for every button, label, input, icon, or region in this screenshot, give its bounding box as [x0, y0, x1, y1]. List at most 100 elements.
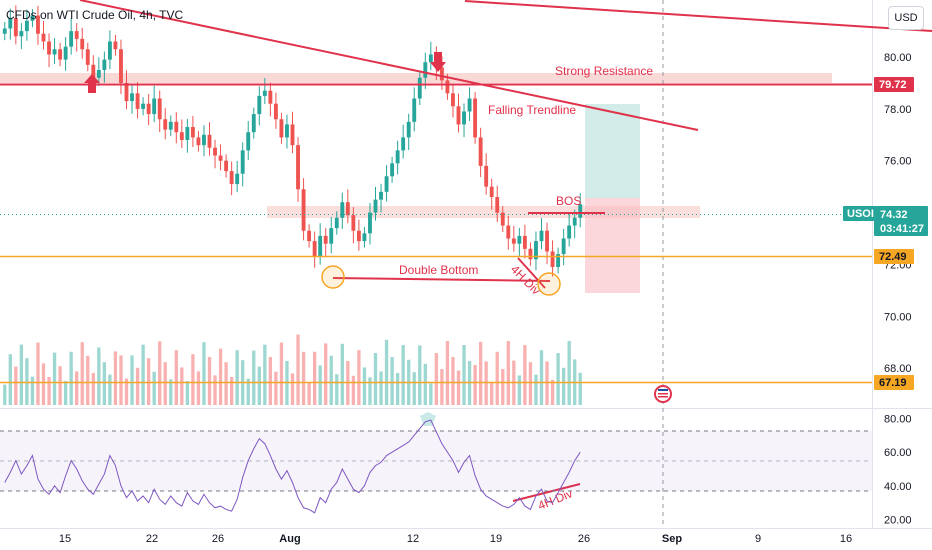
- candle-body: [152, 98, 157, 115]
- divergence-line-rsi[interactable]: [512, 483, 581, 502]
- volume-bar: [390, 357, 394, 405]
- candle-body: [484, 165, 489, 187]
- volume-bar: [91, 373, 95, 405]
- candle-body: [113, 41, 118, 50]
- target-zone: [585, 104, 640, 198]
- candle-body: [368, 212, 372, 234]
- candle-body: [96, 69, 101, 78]
- candle-body: [185, 127, 190, 140]
- candle-body: [462, 111, 466, 125]
- divergence-line-price[interactable]: [517, 257, 546, 289]
- candle-body: [124, 82, 129, 102]
- time-tick-label: 12: [407, 533, 419, 545]
- candle-body: [412, 98, 417, 122]
- double-bottom-line[interactable]: [332, 277, 551, 282]
- volume-bar: [135, 367, 140, 405]
- volume-bar: [97, 347, 101, 405]
- volume-bar: [80, 342, 84, 405]
- volume-bar: [357, 350, 361, 405]
- volume-bar: [169, 379, 173, 405]
- volume-bar: [141, 344, 145, 405]
- volume-bar: [340, 343, 344, 405]
- candle-body: [157, 98, 162, 120]
- price-tick-label: 68.00: [884, 363, 912, 375]
- time-axis[interactable]: 15 22 26 Aug 12 19 26 Sep 9 16: [59, 533, 852, 545]
- candle-body: [345, 202, 350, 216]
- price-tick-label: 70.00: [884, 311, 912, 323]
- volume-bar: [113, 351, 118, 405]
- volume-bar: [279, 342, 284, 405]
- volume-bar: [52, 352, 57, 405]
- candle-body: [489, 186, 494, 198]
- volume-bar: [506, 341, 510, 405]
- volume-bar: [373, 353, 378, 405]
- time-tick-label: 15: [59, 533, 71, 545]
- level-tag-79-72: 79.72: [874, 77, 914, 92]
- volume-bar: [263, 344, 267, 405]
- us-flag-event-icon[interactable]: [654, 385, 672, 403]
- candle-body: [58, 49, 63, 60]
- volume-bar: [146, 358, 151, 405]
- volume-bar: [423, 363, 427, 405]
- arrow-up-icon: [84, 74, 100, 93]
- falling-trendline[interactable]: [79, 0, 699, 131]
- upper-trendline[interactable]: [464, 0, 932, 32]
- candle-body: [202, 134, 206, 146]
- svg-text:USOIL: USOIL: [847, 208, 881, 220]
- candle-body: [323, 235, 328, 244]
- volume-bar: [14, 366, 18, 405]
- candle-body: [534, 241, 538, 260]
- candle-body: [578, 204, 583, 218]
- candle-body: [373, 199, 378, 213]
- candle-body: [428, 54, 433, 63]
- candle-body: [561, 238, 566, 255]
- volume-bar: [158, 341, 162, 405]
- candle-body: [572, 217, 577, 226]
- candle-body: [207, 134, 212, 148]
- candle-body: [52, 49, 57, 55]
- bottom-marker-2[interactable]: [537, 272, 561, 296]
- candle-body: [517, 235, 522, 244]
- volume-bar: [290, 373, 295, 405]
- volume-bar: [451, 357, 455, 405]
- volume-bar: [246, 378, 250, 405]
- volume-bar: [257, 366, 261, 405]
- candle-body: [224, 160, 229, 172]
- rsi-axis[interactable]: 80.00 60.00 40.00 20.00: [884, 413, 912, 526]
- candle-body: [24, 20, 29, 32]
- candle-body: [351, 215, 356, 231]
- volume-bar: [429, 383, 433, 405]
- volume-bar: [539, 350, 544, 405]
- volume-bar: [58, 366, 62, 405]
- bottom-marker-1[interactable]: [321, 265, 345, 289]
- volume-bar: [41, 363, 46, 405]
- volume-bar: [191, 354, 195, 405]
- time-tick-label: 9: [755, 533, 761, 545]
- candle-body: [190, 127, 195, 138]
- candle-body: [235, 173, 240, 185]
- candle-body: [285, 124, 289, 138]
- candle-body: [8, 18, 13, 29]
- candle-body: [545, 230, 549, 252]
- currency-button[interactable]: USD: [888, 6, 924, 30]
- volume-bar: [478, 341, 483, 405]
- candle-body: [467, 98, 472, 112]
- volume-bar: [523, 345, 527, 405]
- candle-body: [273, 103, 278, 120]
- candle-body: [406, 121, 411, 138]
- candle-body: [401, 137, 406, 151]
- volume-bar: [8, 354, 12, 405]
- volume-bar: [351, 375, 356, 405]
- volume-bar: [229, 377, 234, 405]
- candle-body: [334, 217, 339, 229]
- candle-body: [296, 145, 300, 190]
- candle-body: [445, 80, 450, 94]
- strong-resistance-label: Strong Resistance: [555, 64, 653, 78]
- candle-body: [451, 93, 455, 107]
- candle-body: [522, 235, 527, 249]
- candle-body: [567, 225, 572, 239]
- svg-text:79.72: 79.72: [879, 79, 907, 91]
- candle-body: [36, 15, 40, 34]
